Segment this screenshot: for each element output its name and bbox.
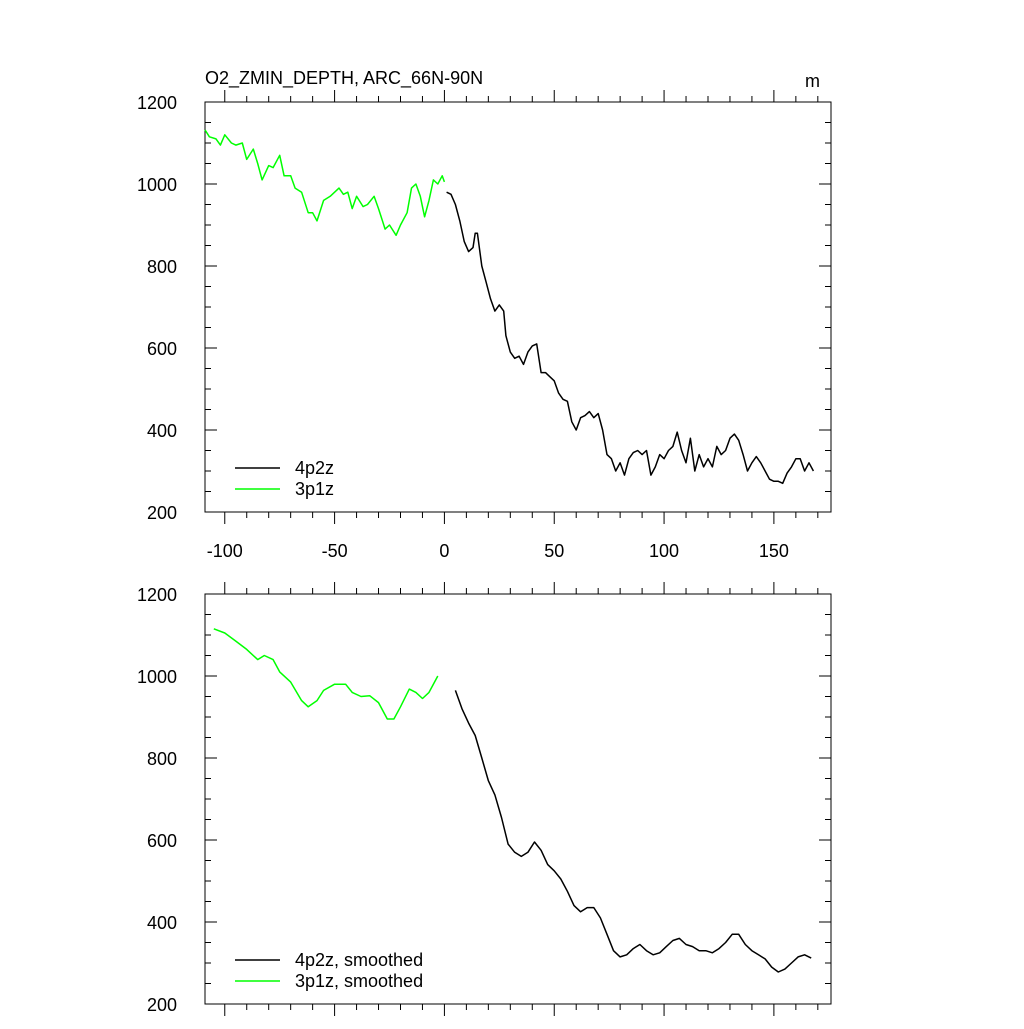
plot-frame xyxy=(204,593,832,1005)
y-tick-label: 1000 xyxy=(137,667,177,687)
y-tick-label: 1000 xyxy=(137,175,177,195)
y-tick-label: 600 xyxy=(147,831,177,851)
x-tick-label: -50 xyxy=(322,541,348,561)
data-line xyxy=(446,191,815,485)
x-tick-label: 150 xyxy=(759,541,789,561)
legend-label: 4p2z, smoothed xyxy=(295,950,423,970)
x-tick-label: 50 xyxy=(544,541,564,561)
units-label: m xyxy=(805,71,820,91)
y-tick-label: 400 xyxy=(147,421,177,441)
y-tick-label: 600 xyxy=(147,339,177,359)
chart-title: O2_ZMIN_DEPTH, ARC_66N-90N xyxy=(205,68,483,89)
y-tick-label: 800 xyxy=(147,257,177,277)
y-tick-label: 800 xyxy=(147,749,177,769)
legend-label: 3p1z xyxy=(295,479,334,499)
data-line xyxy=(454,690,812,973)
y-tick-label: 1200 xyxy=(137,585,177,605)
plot-frame xyxy=(204,101,832,513)
data-line xyxy=(204,129,446,237)
y-tick-label: 200 xyxy=(147,995,177,1015)
y-tick-label: 1200 xyxy=(137,93,177,113)
y-tick-label: 400 xyxy=(147,913,177,933)
data-line xyxy=(213,628,439,720)
x-tick-label: -100 xyxy=(207,541,243,561)
y-tick-label: 200 xyxy=(147,503,177,523)
legend-label: 4p2z xyxy=(295,458,334,478)
x-tick-label: 0 xyxy=(439,541,449,561)
x-tick-label: 100 xyxy=(649,541,679,561)
legend-label: 3p1z, smoothed xyxy=(295,971,423,991)
